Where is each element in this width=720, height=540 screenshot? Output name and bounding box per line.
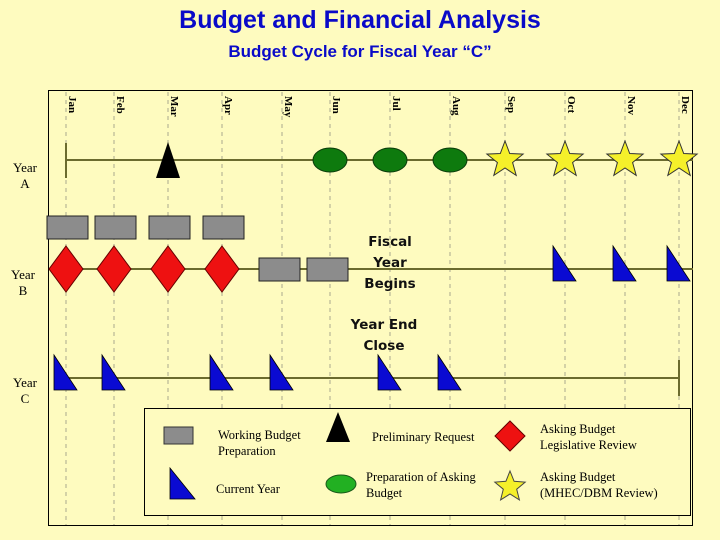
legend-text-line: Preparation: [218, 444, 276, 458]
page-title: Budget and Financial Analysis: [179, 6, 541, 34]
legend-text-line: Preparation of Asking: [366, 470, 476, 484]
timeline-chart-frame: [48, 90, 693, 526]
blue-right-triangle-icon: [612, 244, 637, 282]
gray-rectangle-icon: [148, 215, 191, 240]
legend-text-line: Asking Budget: [540, 470, 616, 484]
gray-rectangle-icon: [163, 426, 194, 445]
legend: Working Budget Preparation Preliminary R…: [144, 408, 691, 516]
yellow-star-icon: [485, 139, 525, 177]
row-label-line: A: [20, 176, 30, 191]
black-triangle-icon: [156, 142, 180, 178]
yellow-star-icon: [545, 139, 585, 177]
legend-text-line: Legislative Review: [540, 438, 637, 452]
blue-right-triangle-icon: [552, 244, 577, 282]
yellow-star-icon: [659, 139, 699, 177]
row-label-line: Year: [11, 267, 35, 282]
month-label-feb: Feb: [114, 96, 126, 114]
legend-text-line: Working Budget: [218, 428, 301, 442]
legend-asking-budget-legislative-review: Asking Budget Legislative Review: [540, 421, 637, 453]
fiscal-year-begins-annotation: Fiscal Year Begins: [355, 232, 425, 295]
annotation-line: Close: [363, 338, 405, 354]
blue-right-triangle-icon: [666, 244, 691, 282]
green-ellipse-icon: [325, 474, 357, 494]
month-label-may: May: [282, 96, 294, 118]
blue-right-triangle-icon: [209, 353, 234, 391]
annotation-line: Year: [373, 255, 407, 271]
yellow-star-icon: [493, 469, 527, 501]
month-label-nov: Nov: [625, 96, 637, 115]
month-label-jul: Jul: [390, 96, 402, 111]
row-label-line: C: [20, 391, 30, 406]
year-end-close-annotation: Year End Close: [336, 315, 432, 357]
gray-rectangle-icon: [202, 215, 245, 240]
row-label-year-a: Year A: [2, 160, 48, 192]
month-label-aug: Aug: [450, 96, 462, 116]
month-label-dec: Dec: [679, 96, 691, 114]
month-label-apr: Apr: [222, 96, 234, 115]
yellow-star-icon: [605, 139, 645, 177]
legend-text-line: (MHEC/DBM Review): [540, 486, 658, 500]
month-label-jan: Jan: [66, 96, 78, 114]
legend-text-line: Current Year: [216, 482, 280, 496]
blue-right-triangle-icon: [53, 353, 78, 391]
gray-rectangle-icon: [94, 215, 137, 240]
legend-text-line: Preliminary Request: [372, 430, 475, 444]
legend-preliminary-request: Preliminary Request: [372, 429, 474, 445]
legend-asking-budget-mhec-dbm-review: Asking Budget (MHEC/DBM Review): [540, 469, 658, 501]
legend-preparation-of-asking-budget: Preparation of Asking Budget: [366, 469, 476, 501]
red-diamond-icon: [48, 245, 84, 293]
black-triangle-icon: [326, 412, 350, 442]
legend-working-budget-preparation: Working Budget Preparation: [218, 427, 301, 459]
red-diamond-icon: [204, 245, 240, 293]
gray-rectangle-icon: [46, 215, 89, 240]
annotation-line: Year End: [350, 317, 418, 333]
blue-right-triangle-icon: [169, 466, 196, 500]
blue-right-triangle-icon: [437, 353, 462, 391]
timeline-markers: [46, 139, 699, 391]
red-diamond-icon: [96, 245, 132, 293]
annotation-line: Begins: [364, 276, 416, 292]
row-label-line: Year: [13, 160, 37, 175]
month-label-jun: Jun: [330, 96, 342, 114]
blue-right-triangle-icon: [101, 353, 126, 391]
green-ellipse-icon: [312, 147, 348, 173]
row-label-year-b: Year B: [0, 267, 46, 299]
month-label-sep: Sep: [505, 96, 517, 114]
month-label-mar: Mar: [168, 96, 180, 117]
gray-rectangle-icon: [258, 257, 301, 282]
legend-text-line: Budget: [366, 486, 403, 500]
row-label-year-c: Year C: [2, 375, 48, 407]
red-diamond-icon: [150, 245, 186, 293]
green-ellipse-icon: [372, 147, 408, 173]
page-subtitle: Budget Cycle for Fiscal Year “C”: [228, 42, 492, 61]
legend-text-line: Asking Budget: [540, 422, 616, 436]
row-label-line: B: [18, 283, 28, 298]
red-diamond-icon: [494, 420, 526, 452]
month-label-oct: Oct: [565, 96, 577, 114]
annotation-line: Fiscal: [368, 234, 412, 250]
blue-right-triangle-icon: [377, 353, 402, 391]
gray-rectangle-icon: [306, 257, 349, 282]
green-ellipse-icon: [432, 147, 468, 173]
blue-right-triangle-icon: [269, 353, 294, 391]
row-label-line: Year: [13, 375, 37, 390]
legend-current-year: Current Year: [216, 481, 280, 497]
